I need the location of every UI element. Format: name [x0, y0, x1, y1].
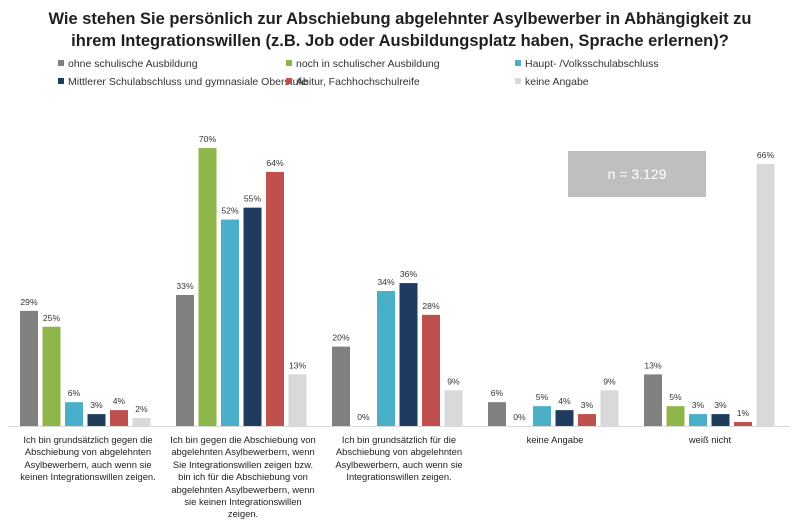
bar: [176, 294, 194, 426]
legend-label: Haupt- /Volksschulabschluss: [525, 58, 659, 70]
bar: [555, 410, 574, 426]
data-label: 36%: [400, 269, 418, 279]
data-label: 6%: [491, 388, 504, 398]
data-label: 29%: [20, 297, 38, 307]
data-label: 28%: [422, 301, 440, 311]
bar: [65, 402, 83, 426]
data-label: 2%: [135, 404, 148, 414]
bar: [332, 346, 350, 426]
legend-label: Mittlerer Schulabschluss und gymnasiale …: [68, 76, 308, 88]
legend-swatch: [515, 78, 521, 84]
sample-size-box: n = 3.129: [568, 151, 706, 197]
chart-title: Wie stehen Sie persönlich zur Abschiebun…: [48, 10, 752, 50]
bar: [666, 406, 685, 426]
category-label: Ich bin gegen die Abschiebung von abgele…: [170, 434, 316, 520]
bar: [198, 148, 217, 426]
data-label: 25%: [43, 313, 61, 323]
category-label: keine Angabe: [526, 434, 584, 445]
bar: [288, 374, 307, 426]
bar: [756, 163, 775, 427]
legend: ohne schulische Ausbildung noch in schul…: [0, 0, 800, 100]
data-label: 3%: [692, 400, 705, 410]
data-label: 3%: [714, 400, 727, 410]
data-label: 1%: [737, 408, 750, 418]
legend-swatch: [286, 60, 292, 66]
bar: [689, 414, 707, 426]
data-label: 64%: [266, 158, 284, 168]
data-label: 52%: [221, 206, 239, 216]
bar: [221, 219, 239, 426]
legend-label: Abitur, Fachhochschulreife: [296, 76, 420, 88]
data-label: 3%: [90, 400, 103, 410]
data-label: 6%: [68, 388, 81, 398]
bar: [132, 418, 151, 426]
bar: [377, 291, 395, 426]
bar: [422, 314, 440, 426]
bar: [399, 283, 418, 426]
data-label: 9%: [603, 376, 616, 386]
data-label: 0%: [357, 412, 370, 422]
legend-swatch: [286, 78, 292, 84]
data-label: 70%: [199, 134, 217, 144]
data-label: 0%: [513, 412, 526, 422]
legend-swatch: [515, 60, 521, 66]
bar: [578, 414, 596, 426]
data-label: 4%: [558, 396, 571, 406]
data-label: 5%: [669, 392, 682, 402]
data-label: 5%: [536, 392, 549, 402]
legend-swatch: [58, 78, 64, 84]
data-label: 33%: [176, 281, 194, 291]
category-label: Ich bin grundsätzlich gegen die Abschieb…: [20, 434, 156, 483]
bar: [600, 390, 619, 426]
legend-label: keine Angabe: [525, 76, 589, 88]
bar: [87, 414, 106, 426]
data-label: 66%: [757, 150, 775, 160]
data-label: 20%: [332, 333, 350, 343]
data-label: 34%: [377, 277, 395, 287]
legend-label: noch in schulischer Ausbildung: [296, 58, 440, 70]
data-label: 9%: [447, 376, 460, 386]
data-label: 3%: [581, 400, 594, 410]
bar: [644, 374, 662, 426]
data-label: 55%: [244, 194, 262, 204]
data-label: 4%: [113, 396, 126, 406]
bar: [20, 310, 38, 426]
category-label: Ich bin grundsätzlich für die Abschiebun…: [335, 434, 463, 483]
bar: [110, 410, 128, 426]
category-label: weiß nicht: [688, 434, 732, 445]
bar: [42, 326, 61, 426]
data-label: 13%: [644, 360, 662, 370]
bar: [444, 390, 463, 426]
bar: [488, 402, 506, 426]
bar: [533, 406, 551, 426]
data-label: 13%: [289, 360, 307, 370]
legend-label: ohne schulische Ausbildung: [68, 58, 198, 70]
legend-swatch: [58, 60, 64, 66]
bar: [243, 207, 262, 426]
bar: [711, 414, 730, 426]
bar: [266, 171, 284, 426]
bar: [734, 422, 752, 426]
